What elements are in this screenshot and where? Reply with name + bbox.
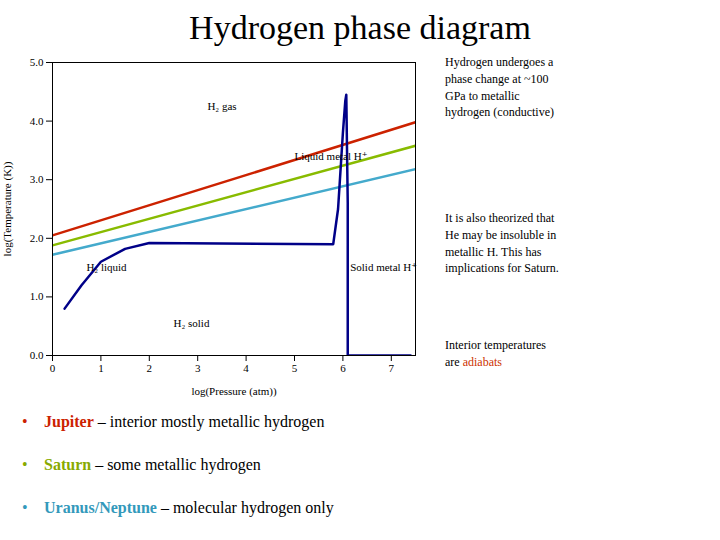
svg-text:0: 0 bbox=[50, 362, 56, 374]
html-text:Jupiter – interior mostly meta: Jupiter – interior mostly metallic hydro… bbox=[44, 413, 325, 430]
svg-text:H₂ solid: H₂ solid bbox=[174, 317, 210, 329]
html-text:It is also theorized that He m: It is also theorized that He may be inso… bbox=[445, 211, 559, 276]
html-text:Saturn – some metallic hydroge: Saturn – some metallic hydrogen bbox=[44, 456, 261, 473]
svg-text:1.0: 1.0 bbox=[30, 290, 44, 302]
svg-text:4.0: 4.0 bbox=[30, 115, 44, 127]
svg-text:7: 7 bbox=[389, 362, 395, 374]
svg-text:0.0: 0.0 bbox=[30, 349, 44, 361]
svg-text:H₂ gas: H₂ gas bbox=[207, 100, 236, 112]
svg-text:1: 1 bbox=[98, 362, 104, 374]
svg-text:H₂ liquid: H₂ liquid bbox=[86, 261, 127, 273]
svg-text:Liquid metal H⁺: Liquid metal H⁺ bbox=[295, 150, 368, 162]
svg-text:6: 6 bbox=[340, 362, 346, 374]
svg-text:5: 5 bbox=[292, 362, 298, 374]
svg-text:log(Pressure (atm)): log(Pressure (atm)) bbox=[191, 385, 277, 398]
html-text:Hydrogen undergoes a phase cha: Hydrogen undergoes a phase change at ~10… bbox=[445, 55, 554, 120]
svg-text:3: 3 bbox=[195, 362, 201, 374]
svg-text:2.0: 2.0 bbox=[30, 232, 44, 244]
svg-text:Solid metal H⁺: Solid metal H⁺ bbox=[350, 261, 417, 273]
html-text:Hydrogen phase diagram: Hydrogen phase diagram bbox=[189, 9, 531, 46]
html-text:Uranus/Neptune – molecular hyd: Uranus/Neptune – molecular hydrogen only bbox=[44, 499, 334, 516]
svg-text:log(Temperature (K)): log(Temperature (K)) bbox=[1, 161, 14, 256]
svg-text:4: 4 bbox=[243, 362, 249, 374]
svg-text:3.0: 3.0 bbox=[30, 173, 44, 185]
html-text:Interior temperatures are adia: Interior temperatures are adiabats bbox=[445, 338, 546, 369]
svg-text:2: 2 bbox=[147, 362, 153, 374]
svg-text:5.0: 5.0 bbox=[30, 56, 44, 68]
